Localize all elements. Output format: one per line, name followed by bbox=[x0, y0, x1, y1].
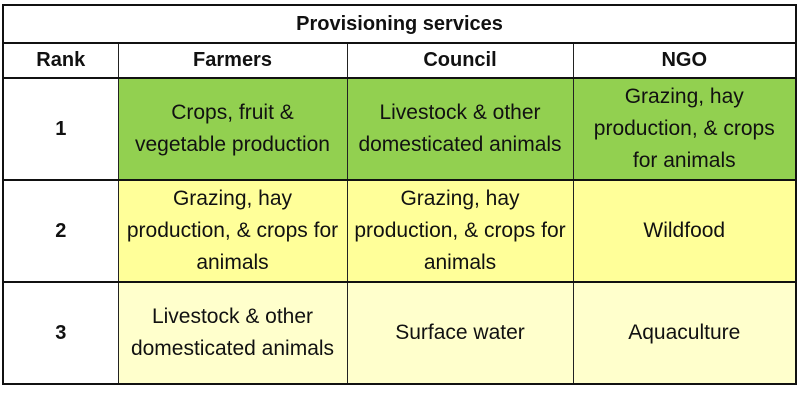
ngo-cell: Grazing, hay production, & crops for ani… bbox=[572, 77, 797, 181]
table-title-row: Provisioning services bbox=[2, 4, 797, 44]
header-farmers: Farmers bbox=[117, 42, 348, 79]
provisioning-services-table-container: Provisioning services Rank Farmers Counc… bbox=[2, 4, 798, 397]
council-cell: Grazing, hay production, & crops for ani… bbox=[346, 179, 574, 283]
farmers-cell: Crops, fruit & vegetable production bbox=[117, 77, 348, 181]
table-row-rank-1: 1 Crops, fruit & vegetable production Li… bbox=[2, 77, 797, 181]
ngo-cell: Wildfood bbox=[572, 179, 797, 283]
farmers-cell: Grazing, hay production, & crops for ani… bbox=[117, 179, 348, 283]
rank-cell: 1 bbox=[2, 77, 119, 181]
council-cell: Livestock & other domesticated animals bbox=[346, 77, 574, 181]
table-header-row: Rank Farmers Council NGO bbox=[2, 42, 797, 79]
header-rank: Rank bbox=[2, 42, 119, 79]
rank-cell: 3 bbox=[2, 281, 119, 385]
table-row-rank-3: 3 Livestock & other domesticated animals… bbox=[2, 281, 797, 385]
provisioning-services-table: Provisioning services Rank Farmers Counc… bbox=[2, 4, 798, 385]
table-row-rank-2: 2 Grazing, hay production, & crops for a… bbox=[2, 179, 797, 283]
header-council: Council bbox=[346, 42, 574, 79]
rank-cell: 2 bbox=[2, 179, 119, 283]
ngo-cell: Aquaculture bbox=[572, 281, 797, 385]
farmers-cell: Livestock & other domesticated animals bbox=[117, 281, 348, 385]
header-ngo: NGO bbox=[572, 42, 797, 79]
table-title: Provisioning services bbox=[2, 4, 797, 44]
council-cell: Surface water bbox=[346, 281, 574, 385]
